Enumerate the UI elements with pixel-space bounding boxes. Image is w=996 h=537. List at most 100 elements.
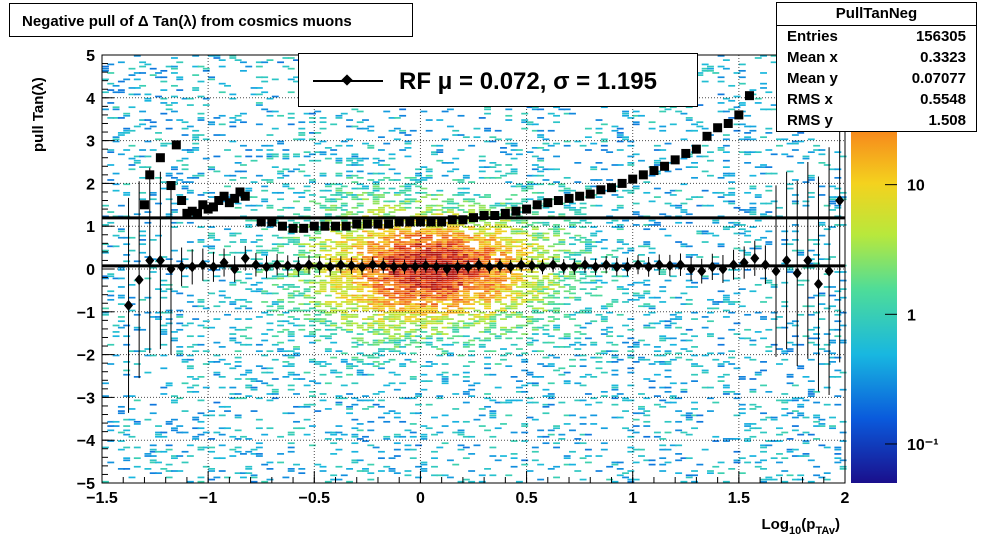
heatmap-cell	[558, 228, 566, 231]
heatmap-cell	[484, 339, 492, 342]
heatmap-cell	[293, 427, 300, 430]
heatmap-cell	[335, 275, 343, 278]
heatmap-cell	[330, 341, 338, 344]
heatmap-cell	[340, 251, 348, 254]
heatmap-cell	[415, 395, 423, 397]
heatmap-cell	[494, 228, 502, 231]
heatmap-cell	[117, 204, 125, 207]
heatmap-cell	[377, 187, 385, 190]
heatmap-cell	[728, 350, 736, 353]
heatmap-cell	[404, 260, 412, 263]
heatmap-cell	[462, 187, 470, 190]
heatmap-cell	[728, 191, 736, 194]
heatmap-cell	[224, 427, 231, 430]
heatmap-cell	[484, 176, 492, 179]
heatmap-cell	[277, 298, 285, 301]
heatmap-cell	[510, 326, 518, 329]
heatmap-cell	[282, 243, 290, 246]
heatmap-cell	[404, 309, 412, 312]
heatmap-cell	[484, 363, 492, 365]
heatmap-cell	[531, 294, 539, 297]
heatmap-cell	[372, 320, 380, 323]
heatmap-cell	[505, 271, 513, 273]
heatmap-cell	[117, 412, 125, 415]
heatmap-cell	[431, 153, 438, 156]
heatmap-cell	[462, 401, 470, 404]
heatmap-cell	[494, 271, 502, 273]
heatmap-cell	[770, 343, 778, 346]
heatmap-cell	[383, 251, 391, 254]
heatmap-cell	[340, 296, 348, 299]
heatmap-cell	[542, 395, 550, 397]
heatmap-cell	[266, 262, 274, 265]
heatmap-cell	[431, 258, 438, 261]
heatmap-cell	[356, 438, 364, 440]
heatmap-cell	[393, 239, 401, 241]
heatmap-cell	[680, 209, 688, 211]
heatmap-cell	[160, 311, 168, 314]
heatmap-cell	[314, 292, 322, 295]
heatmap-cell	[362, 435, 369, 438]
heatmap-cell	[372, 249, 380, 252]
heatmap-cell	[446, 209, 454, 211]
heatmap-cell	[133, 313, 141, 316]
heatmap-cell	[250, 386, 258, 389]
heatmap-cell	[484, 262, 492, 265]
heatmap-cell	[431, 433, 438, 436]
heatmap-cell	[388, 337, 396, 340]
heatmap-cell	[569, 202, 576, 205]
heatmap-cell	[102, 480, 109, 483]
heatmap-cell	[521, 243, 529, 246]
heatmap-cell	[303, 174, 311, 177]
heatmap-cell	[436, 269, 444, 271]
heatmap-cell	[738, 337, 746, 340]
heatmap-cell	[277, 301, 285, 303]
heatmap-cell	[176, 194, 184, 196]
heatmap-cell	[590, 414, 598, 417]
heatmap-cell	[399, 209, 407, 211]
heatmap-cell	[531, 450, 539, 453]
heatmap-cell	[271, 247, 279, 250]
heatmap-cell	[579, 251, 587, 254]
heatmap-cell	[425, 305, 433, 308]
heatmap-cell	[112, 91, 120, 94]
heatmap-cell	[452, 230, 460, 233]
heatmap-cell	[489, 247, 497, 250]
heatmap-cell	[149, 266, 157, 269]
heatmap-cell	[388, 228, 396, 231]
heatmap-cell	[473, 313, 481, 316]
heatmap-cell	[393, 455, 401, 457]
heatmap-cell	[123, 149, 131, 151]
heatmap-cell	[155, 288, 162, 290]
heatmap-cell	[165, 309, 173, 312]
heatmap-cell	[584, 266, 592, 269]
heatmap-cell	[245, 189, 253, 192]
heatmap-cell	[425, 245, 433, 248]
heatmap-cell	[441, 211, 449, 213]
heatmap-cell	[420, 179, 428, 181]
heatmap-cell	[351, 356, 359, 359]
heatmap-cell	[569, 206, 576, 209]
heatmap-cell	[701, 80, 709, 83]
heatmap-cell	[537, 198, 545, 201]
heatmap-cell	[409, 254, 417, 256]
heatmap-cell	[537, 478, 545, 481]
heatmap-cell	[367, 354, 375, 357]
heatmap-cell	[139, 298, 147, 301]
heatmap-cell	[563, 232, 571, 235]
heatmap-cell	[728, 174, 736, 177]
heatmap-cell	[569, 450, 576, 453]
heatmap-cell	[462, 290, 470, 293]
heatmap-cell	[266, 181, 274, 183]
heatmap-cell	[691, 427, 698, 430]
heatmap-cell	[160, 435, 168, 438]
heatmap-cell	[643, 283, 651, 286]
heatmap-cell	[208, 245, 216, 248]
heatmap-cell	[234, 251, 242, 254]
heatmap-cell	[462, 322, 470, 325]
heatmap-cell	[181, 361, 189, 363]
heatmap-cell	[181, 97, 189, 100]
heatmap-cell	[574, 211, 582, 213]
heatmap-cell	[457, 209, 465, 211]
heatmap-cell	[415, 174, 423, 177]
